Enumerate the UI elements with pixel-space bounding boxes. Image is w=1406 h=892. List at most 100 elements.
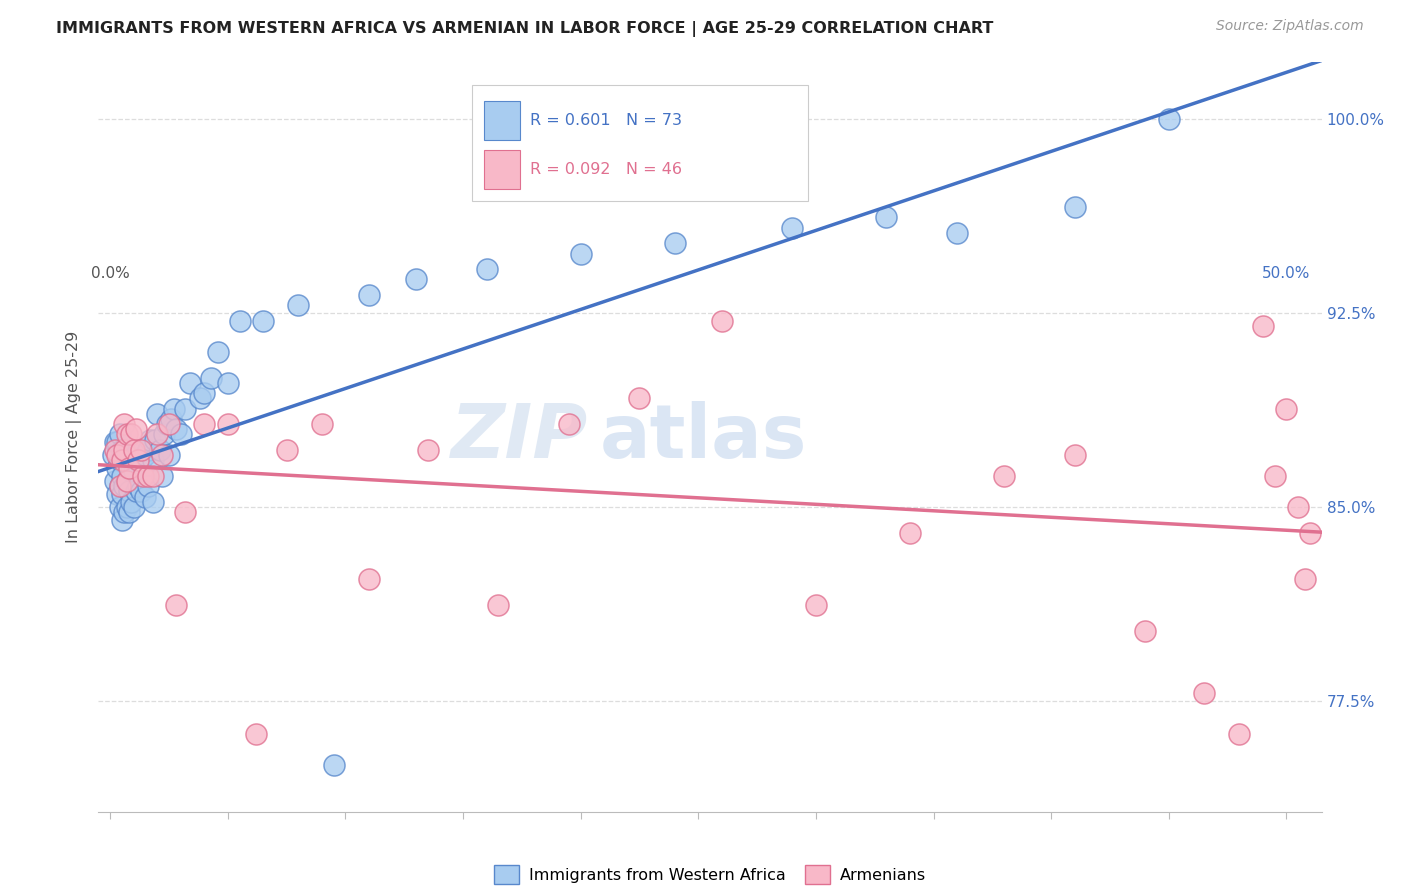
Point bbox=[108, 500, 131, 514]
Point bbox=[134, 490, 156, 504]
Point bbox=[1275, 401, 1298, 416]
Point bbox=[118, 458, 141, 473]
Point bbox=[143, 433, 166, 447]
Point bbox=[122, 442, 145, 457]
Point bbox=[486, 598, 509, 612]
Point bbox=[357, 288, 380, 302]
Point bbox=[105, 435, 128, 450]
Point bbox=[252, 314, 274, 328]
Point bbox=[804, 598, 827, 612]
Point bbox=[153, 427, 176, 442]
Y-axis label: In Labor Force | Age 25-29: In Labor Force | Age 25-29 bbox=[66, 331, 83, 543]
Point bbox=[1192, 686, 1215, 700]
Point bbox=[174, 401, 197, 416]
Text: 0.0%: 0.0% bbox=[91, 266, 129, 281]
Point bbox=[200, 370, 222, 384]
Point bbox=[111, 513, 134, 527]
Point bbox=[156, 417, 179, 432]
Point bbox=[179, 376, 201, 390]
Point bbox=[188, 392, 211, 406]
Point bbox=[163, 401, 186, 416]
Point bbox=[112, 505, 135, 519]
Point bbox=[125, 448, 148, 462]
Point bbox=[710, 314, 733, 328]
FancyBboxPatch shape bbox=[471, 85, 808, 201]
Text: R = 0.601   N = 73: R = 0.601 N = 73 bbox=[530, 112, 682, 128]
Point bbox=[357, 572, 380, 586]
Point bbox=[127, 479, 149, 493]
Point bbox=[111, 468, 134, 483]
Point bbox=[105, 448, 128, 462]
Point bbox=[157, 448, 180, 462]
Point bbox=[193, 386, 215, 401]
Point bbox=[125, 484, 148, 499]
Legend: Immigrants from Western Africa, Armenians: Immigrants from Western Africa, Armenian… bbox=[488, 859, 932, 890]
Point bbox=[112, 453, 135, 467]
Point bbox=[104, 442, 127, 457]
Point bbox=[217, 376, 239, 390]
Point bbox=[118, 461, 141, 475]
Point bbox=[160, 412, 183, 426]
Text: R = 0.092   N = 46: R = 0.092 N = 46 bbox=[530, 162, 682, 178]
Point bbox=[165, 422, 187, 436]
Point bbox=[150, 468, 173, 483]
Point bbox=[115, 500, 138, 514]
Point bbox=[322, 758, 344, 772]
Point bbox=[245, 727, 267, 741]
Text: 50.0%: 50.0% bbox=[1263, 266, 1310, 281]
Point bbox=[207, 344, 229, 359]
Point bbox=[1294, 572, 1316, 586]
Text: ZIP: ZIP bbox=[450, 401, 588, 474]
Point bbox=[141, 468, 163, 483]
Point bbox=[104, 474, 127, 488]
Point bbox=[136, 479, 159, 493]
Point bbox=[127, 442, 149, 457]
Bar bbox=[484, 101, 520, 140]
Point bbox=[105, 461, 128, 475]
Point bbox=[111, 453, 134, 467]
Point bbox=[115, 427, 138, 442]
Point bbox=[664, 236, 686, 251]
Point bbox=[108, 427, 131, 442]
Point bbox=[170, 427, 193, 442]
Point bbox=[146, 407, 169, 421]
Point bbox=[122, 464, 145, 478]
Point bbox=[120, 494, 142, 508]
Point bbox=[125, 422, 148, 436]
Point bbox=[946, 226, 969, 240]
Point bbox=[1264, 468, 1286, 483]
Point bbox=[115, 474, 138, 488]
Point bbox=[129, 484, 152, 499]
Point bbox=[139, 433, 162, 447]
Point bbox=[129, 442, 152, 457]
Point bbox=[993, 468, 1015, 483]
Text: Source: ZipAtlas.com: Source: ZipAtlas.com bbox=[1216, 19, 1364, 33]
Point bbox=[112, 479, 135, 493]
Point bbox=[628, 392, 651, 406]
Point bbox=[132, 468, 155, 483]
Point bbox=[569, 246, 592, 260]
Point bbox=[1251, 318, 1274, 333]
Point bbox=[157, 417, 180, 432]
Point bbox=[111, 487, 134, 501]
Point bbox=[193, 417, 215, 432]
Point bbox=[127, 453, 149, 467]
Text: atlas: atlas bbox=[600, 401, 807, 474]
Point bbox=[146, 427, 169, 442]
Point bbox=[1227, 727, 1250, 741]
Point bbox=[165, 598, 187, 612]
Bar bbox=[484, 150, 520, 189]
Point bbox=[174, 505, 197, 519]
Point bbox=[105, 487, 128, 501]
Point bbox=[782, 220, 804, 235]
Point bbox=[228, 314, 250, 328]
Text: IMMIGRANTS FROM WESTERN AFRICA VS ARMENIAN IN LABOR FORCE | AGE 25-29 CORRELATIO: IMMIGRANTS FROM WESTERN AFRICA VS ARMENI… bbox=[56, 21, 994, 37]
Point bbox=[104, 435, 127, 450]
Point bbox=[898, 525, 921, 540]
Point bbox=[276, 442, 298, 457]
Point bbox=[1299, 525, 1322, 540]
Point bbox=[120, 427, 142, 442]
Point bbox=[120, 464, 142, 478]
Point bbox=[475, 262, 498, 277]
Point bbox=[1286, 500, 1309, 514]
